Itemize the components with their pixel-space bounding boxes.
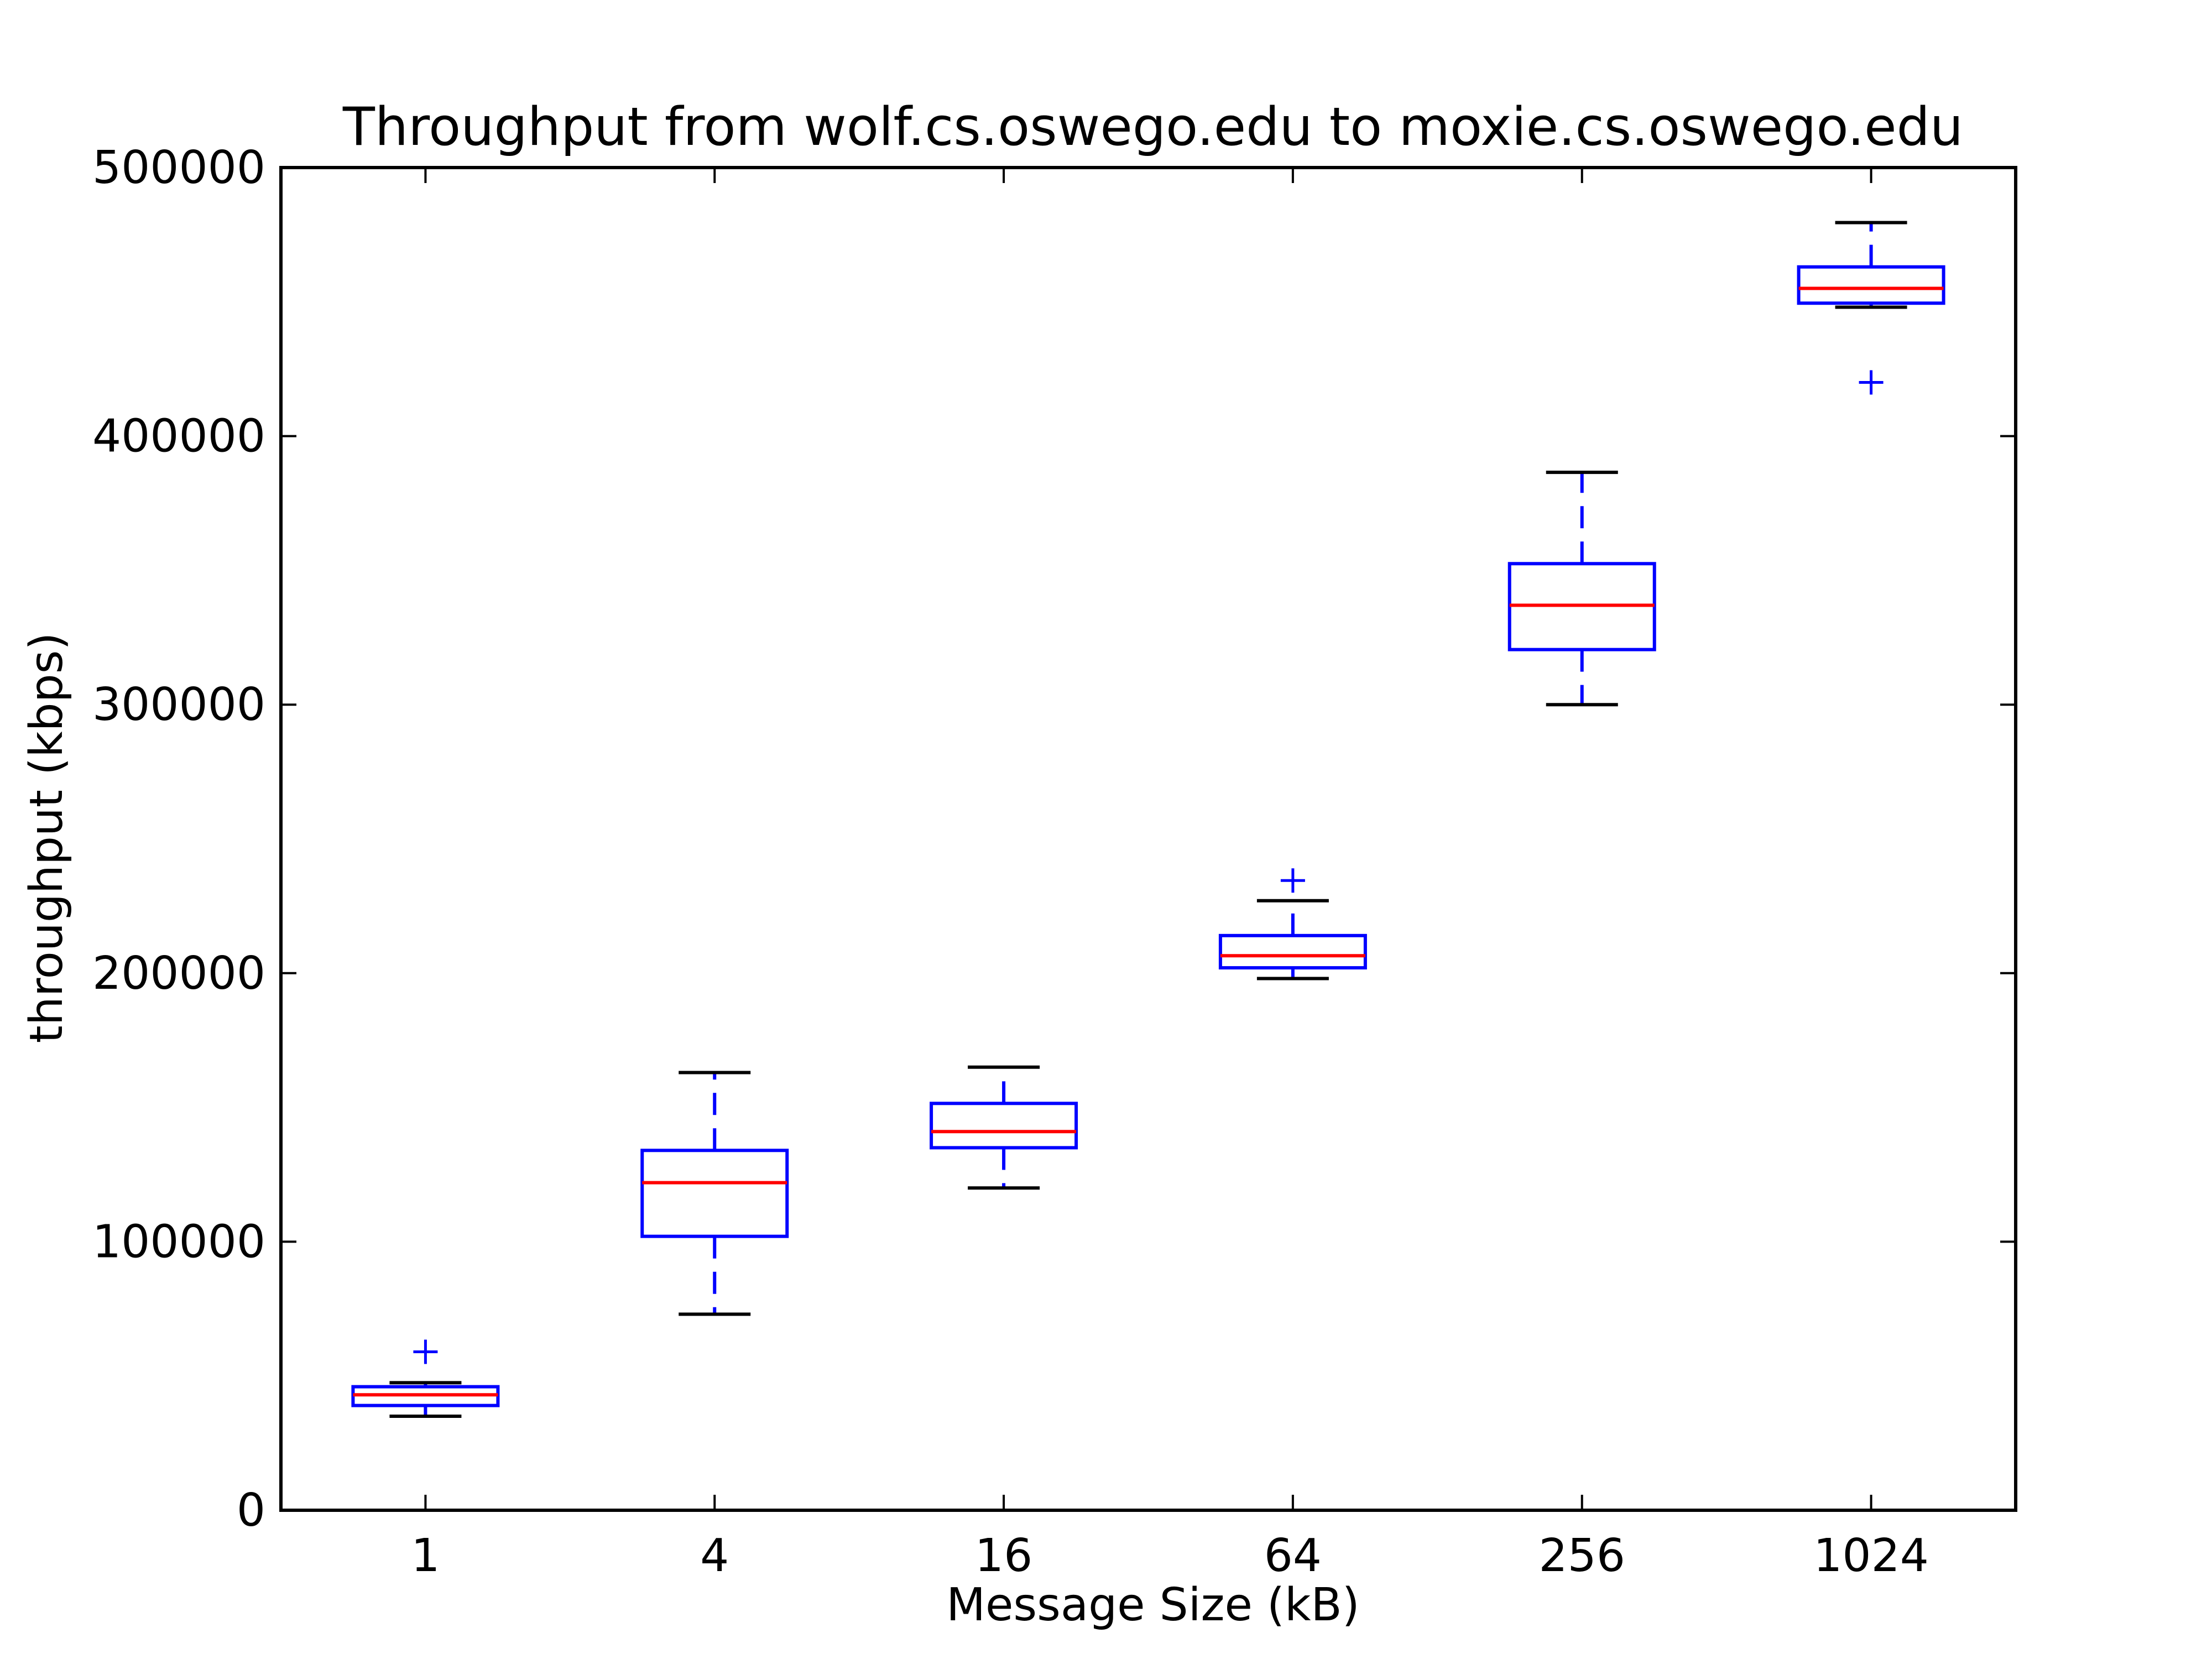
x-tick-label: 256 — [1538, 1530, 1625, 1582]
iqr-box — [640, 1149, 789, 1238]
chart-title: Throughput from wolf.cs.oswego.edu to mo… — [342, 97, 1963, 158]
iqr-box — [1797, 265, 1945, 305]
y-tick-label: 200000 — [92, 947, 265, 1000]
plot-area: 0 100000 200000 300000 400000 500000 1 4 16 64 256… — [92, 142, 2017, 1582]
iqr-box — [930, 1102, 1078, 1150]
box-4 — [640, 1071, 789, 1316]
outlier-marker — [1859, 370, 1884, 395]
iqr-box — [1218, 933, 1367, 970]
box-16 — [930, 1065, 1078, 1190]
box-256 — [1507, 471, 1656, 707]
y-tick-label: 0 — [237, 1484, 265, 1537]
y-tick-label: 400000 — [92, 410, 265, 463]
box-64 — [1218, 868, 1367, 980]
x-tick-label: 64 — [1264, 1530, 1322, 1582]
y-tick-label: 100000 — [92, 1215, 265, 1268]
plot-frame — [279, 166, 2017, 1512]
x-tick-label: 1024 — [1813, 1530, 1929, 1582]
box-1024 — [1797, 221, 1945, 395]
y-axis-label: throughput (kbps) — [20, 633, 73, 1044]
box-1 — [351, 1339, 500, 1418]
y-tick-label: 300000 — [92, 679, 265, 731]
y-tick-label: 500000 — [92, 142, 265, 194]
outlier-marker — [1280, 868, 1305, 893]
x-axis-label: Message Size (kB) — [946, 1579, 1360, 1631]
outlier-marker — [413, 1339, 438, 1364]
x-tick-label: 4 — [700, 1530, 729, 1582]
x-tick-label: 1 — [411, 1530, 440, 1582]
x-tick-label: 16 — [975, 1530, 1032, 1582]
